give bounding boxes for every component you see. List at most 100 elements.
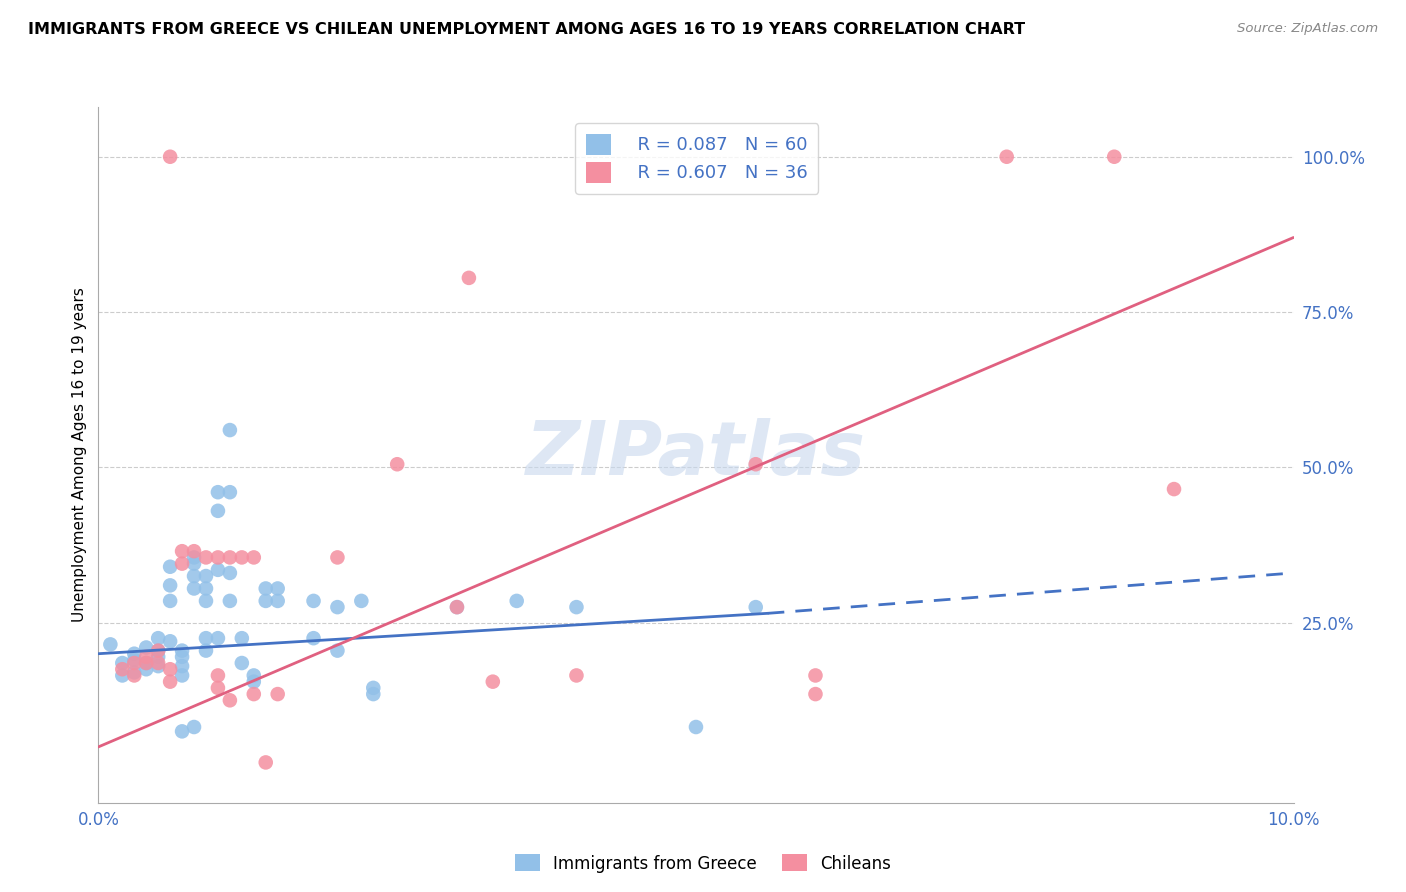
Point <box>685 720 707 734</box>
Point <box>506 594 529 608</box>
Point <box>135 656 157 670</box>
Point <box>219 550 242 565</box>
Y-axis label: Unemployment Among Ages 16 to 19 years: Unemployment Among Ages 16 to 19 years <box>72 287 87 623</box>
Point <box>363 687 385 701</box>
Point <box>804 687 827 701</box>
Point <box>124 665 146 680</box>
Point <box>219 693 242 707</box>
Point <box>804 668 827 682</box>
Point <box>207 485 229 500</box>
Point <box>195 569 218 583</box>
Legend:   R = 0.087   N = 60,   R = 0.607   N = 36: R = 0.087 N = 60, R = 0.607 N = 36 <box>575 123 818 194</box>
Point <box>219 485 242 500</box>
Point <box>124 653 146 667</box>
Point <box>159 662 181 676</box>
Point <box>172 649 194 664</box>
Point <box>100 637 122 651</box>
Point <box>195 643 218 657</box>
Point <box>267 687 290 701</box>
Point <box>326 550 349 565</box>
Point <box>159 150 181 164</box>
Point <box>111 662 134 676</box>
Point <box>159 594 181 608</box>
Point <box>565 600 588 615</box>
Point <box>172 724 194 739</box>
Point <box>148 643 170 657</box>
Point <box>254 756 277 770</box>
Point <box>148 659 170 673</box>
Point <box>111 668 134 682</box>
Point <box>267 582 290 596</box>
Point <box>207 631 229 645</box>
Point <box>135 656 157 670</box>
Point <box>219 566 242 580</box>
Point <box>1104 150 1126 164</box>
Point <box>267 594 290 608</box>
Point <box>207 668 229 682</box>
Point <box>183 582 205 596</box>
Point <box>458 271 481 285</box>
Point <box>195 594 218 608</box>
Point <box>195 631 218 645</box>
Point <box>745 600 768 615</box>
Point <box>195 582 218 596</box>
Point <box>124 647 146 661</box>
Point <box>995 150 1018 164</box>
Point <box>326 643 349 657</box>
Point <box>159 634 181 648</box>
Point <box>111 656 134 670</box>
Text: ZIPatlas: ZIPatlas <box>526 418 866 491</box>
Point <box>446 600 468 615</box>
Point <box>363 681 385 695</box>
Point <box>254 594 277 608</box>
Point <box>207 550 229 565</box>
Point <box>302 631 325 645</box>
Point <box>219 594 242 608</box>
Point <box>565 668 588 682</box>
Point <box>172 643 194 657</box>
Text: Source: ZipAtlas.com: Source: ZipAtlas.com <box>1237 22 1378 36</box>
Point <box>183 569 205 583</box>
Legend: Immigrants from Greece, Chileans: Immigrants from Greece, Chileans <box>508 847 898 880</box>
Point <box>231 631 253 645</box>
Point <box>243 668 266 682</box>
Point <box>135 662 157 676</box>
Point <box>135 649 157 664</box>
Point <box>231 550 253 565</box>
Point <box>1163 482 1185 496</box>
Point <box>172 659 194 673</box>
Text: IMMIGRANTS FROM GREECE VS CHILEAN UNEMPLOYMENT AMONG AGES 16 TO 19 YEARS CORRELA: IMMIGRANTS FROM GREECE VS CHILEAN UNEMPL… <box>28 22 1025 37</box>
Point <box>148 631 170 645</box>
Point <box>159 674 181 689</box>
Point <box>148 643 170 657</box>
Point <box>385 457 409 471</box>
Point <box>350 594 373 608</box>
Point <box>124 668 146 682</box>
Point <box>135 640 157 655</box>
Point <box>219 423 242 437</box>
Point <box>183 557 205 571</box>
Point <box>243 550 266 565</box>
Point <box>159 578 181 592</box>
Point <box>172 544 194 558</box>
Point <box>254 582 277 596</box>
Point <box>183 550 205 565</box>
Point <box>172 557 194 571</box>
Point <box>446 600 468 615</box>
Point <box>159 559 181 574</box>
Point <box>326 600 349 615</box>
Point <box>148 656 170 670</box>
Point <box>207 681 229 695</box>
Point <box>183 720 205 734</box>
Point <box>207 504 229 518</box>
Point <box>481 674 505 689</box>
Point <box>745 457 768 471</box>
Point <box>172 668 194 682</box>
Point <box>207 563 229 577</box>
Point <box>243 674 266 689</box>
Point <box>302 594 325 608</box>
Point <box>231 656 253 670</box>
Point <box>148 649 170 664</box>
Point <box>183 544 205 558</box>
Point <box>124 656 146 670</box>
